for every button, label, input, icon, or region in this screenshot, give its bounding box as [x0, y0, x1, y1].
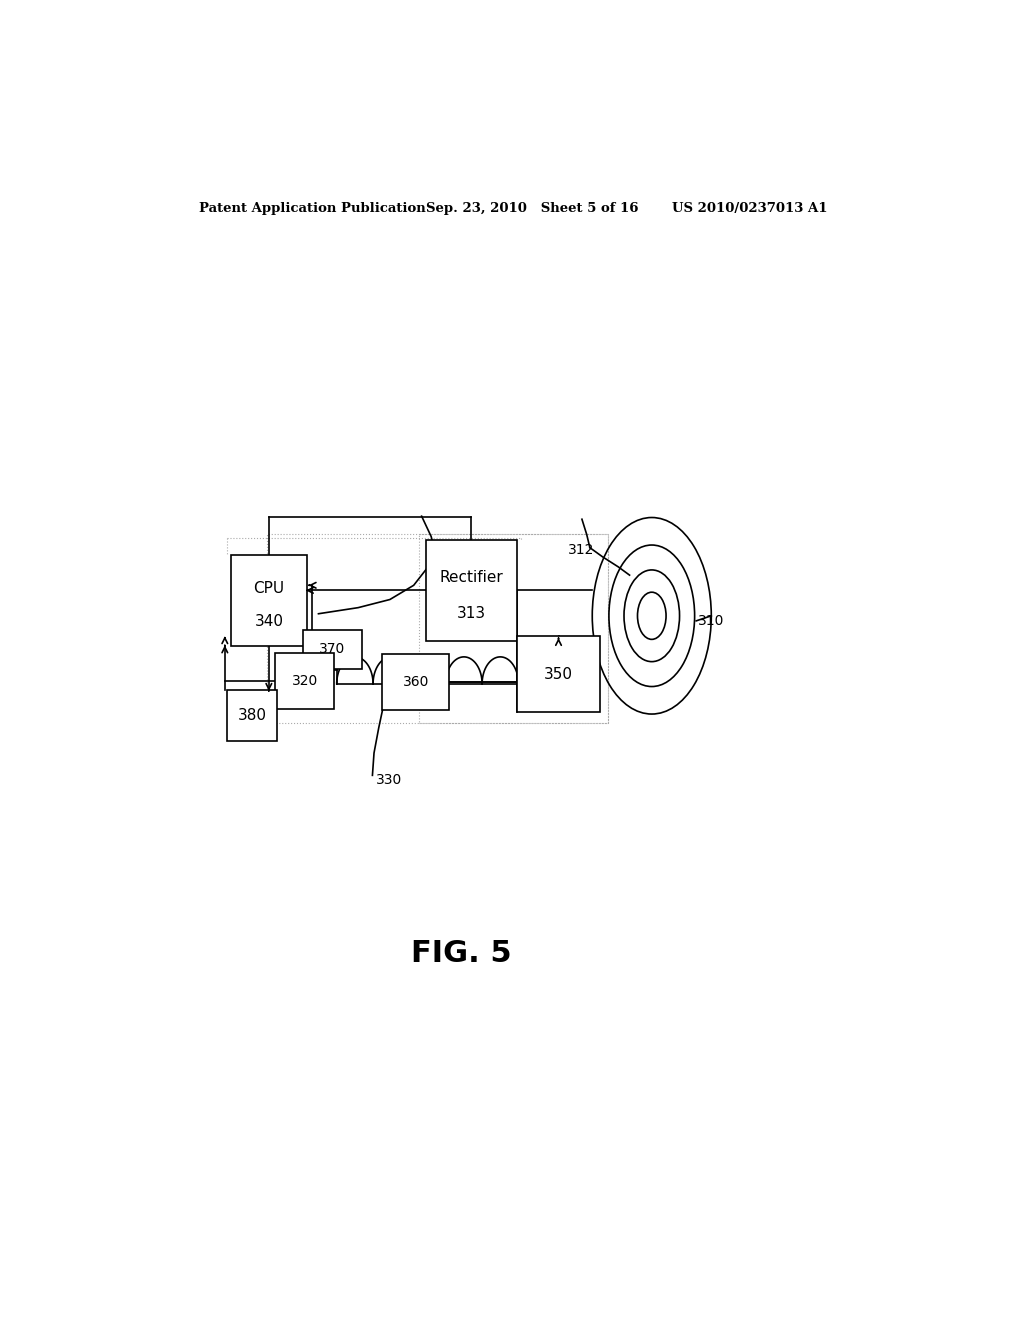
- Text: 350: 350: [544, 667, 573, 681]
- Bar: [303, 630, 362, 669]
- Text: 315: 315: [439, 543, 466, 557]
- Text: Patent Application Publication: Patent Application Publication: [200, 202, 426, 215]
- Text: 313: 313: [457, 606, 485, 622]
- Text: 340: 340: [254, 614, 284, 630]
- Text: Sep. 23, 2010   Sheet 5 of 16: Sep. 23, 2010 Sheet 5 of 16: [426, 202, 638, 215]
- Text: FIG. 5: FIG. 5: [411, 939, 512, 968]
- Bar: [517, 636, 600, 713]
- Text: 380: 380: [238, 708, 266, 723]
- Text: US 2010/0237013 A1: US 2010/0237013 A1: [672, 202, 827, 215]
- Text: 330: 330: [376, 774, 401, 788]
- Text: 312: 312: [567, 543, 594, 557]
- Bar: [231, 554, 306, 647]
- Bar: [227, 690, 278, 741]
- Bar: [382, 655, 450, 710]
- Bar: [426, 540, 517, 642]
- Bar: [274, 653, 334, 709]
- Text: 370: 370: [319, 643, 345, 656]
- Text: 360: 360: [402, 676, 429, 689]
- Text: 310: 310: [697, 614, 724, 628]
- Text: CPU: CPU: [253, 581, 285, 597]
- Bar: [419, 535, 608, 722]
- Text: 320: 320: [292, 675, 317, 688]
- Text: Rectifier: Rectifier: [439, 570, 503, 585]
- Bar: [267, 535, 608, 722]
